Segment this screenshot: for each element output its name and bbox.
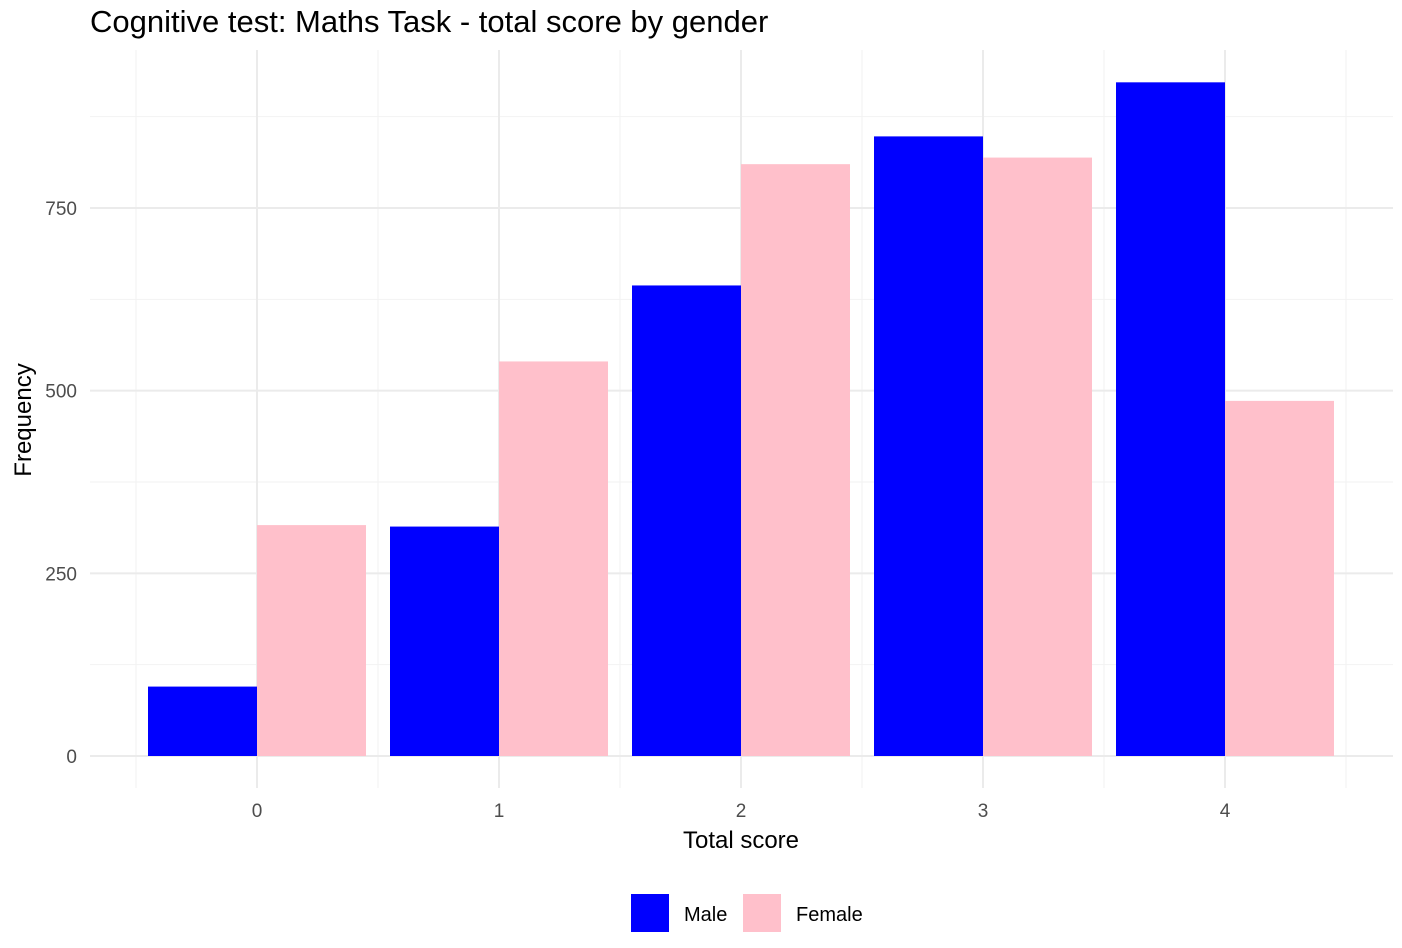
y-tick-label: 0 — [66, 747, 77, 768]
bars — [148, 82, 1334, 757]
bar-male-3 — [874, 136, 983, 757]
x-axis-title: Total score — [683, 827, 799, 854]
y-tick-label: 250 — [45, 564, 77, 585]
bar-male-4 — [1116, 82, 1225, 757]
x-tick-label: 4 — [1220, 801, 1231, 822]
bar-female-1 — [499, 361, 608, 756]
x-tick-label: 0 — [252, 801, 263, 822]
x-axis-ticks: 0 1 2 3 4 — [252, 801, 1231, 822]
plot-area — [90, 50, 1393, 788]
x-tick-label: 2 — [736, 801, 747, 822]
y-axis-title: Frequency — [10, 363, 37, 476]
bar-female-0 — [257, 525, 366, 756]
legend-key-male — [631, 894, 669, 932]
legend-key-female — [743, 894, 781, 932]
y-tick-label: 500 — [45, 382, 77, 403]
bar-female-4 — [1225, 400, 1334, 756]
legend: Male Female — [631, 894, 863, 932]
legend-label-male: Male — [684, 904, 727, 926]
bar-male-2 — [632, 285, 741, 756]
x-tick-label: 3 — [978, 801, 989, 822]
bar-male-0 — [148, 686, 257, 756]
x-tick-label: 1 — [494, 801, 505, 822]
bar-female-3 — [983, 157, 1092, 757]
y-axis-ticks: 0 250 500 750 — [45, 199, 77, 768]
bar-female-2 — [741, 164, 850, 756]
legend-label-female: Female — [796, 904, 863, 926]
chart-title: Cognitive test: Maths Task - total score… — [90, 4, 768, 39]
y-tick-label: 750 — [45, 199, 77, 220]
bar-male-1 — [390, 526, 499, 756]
